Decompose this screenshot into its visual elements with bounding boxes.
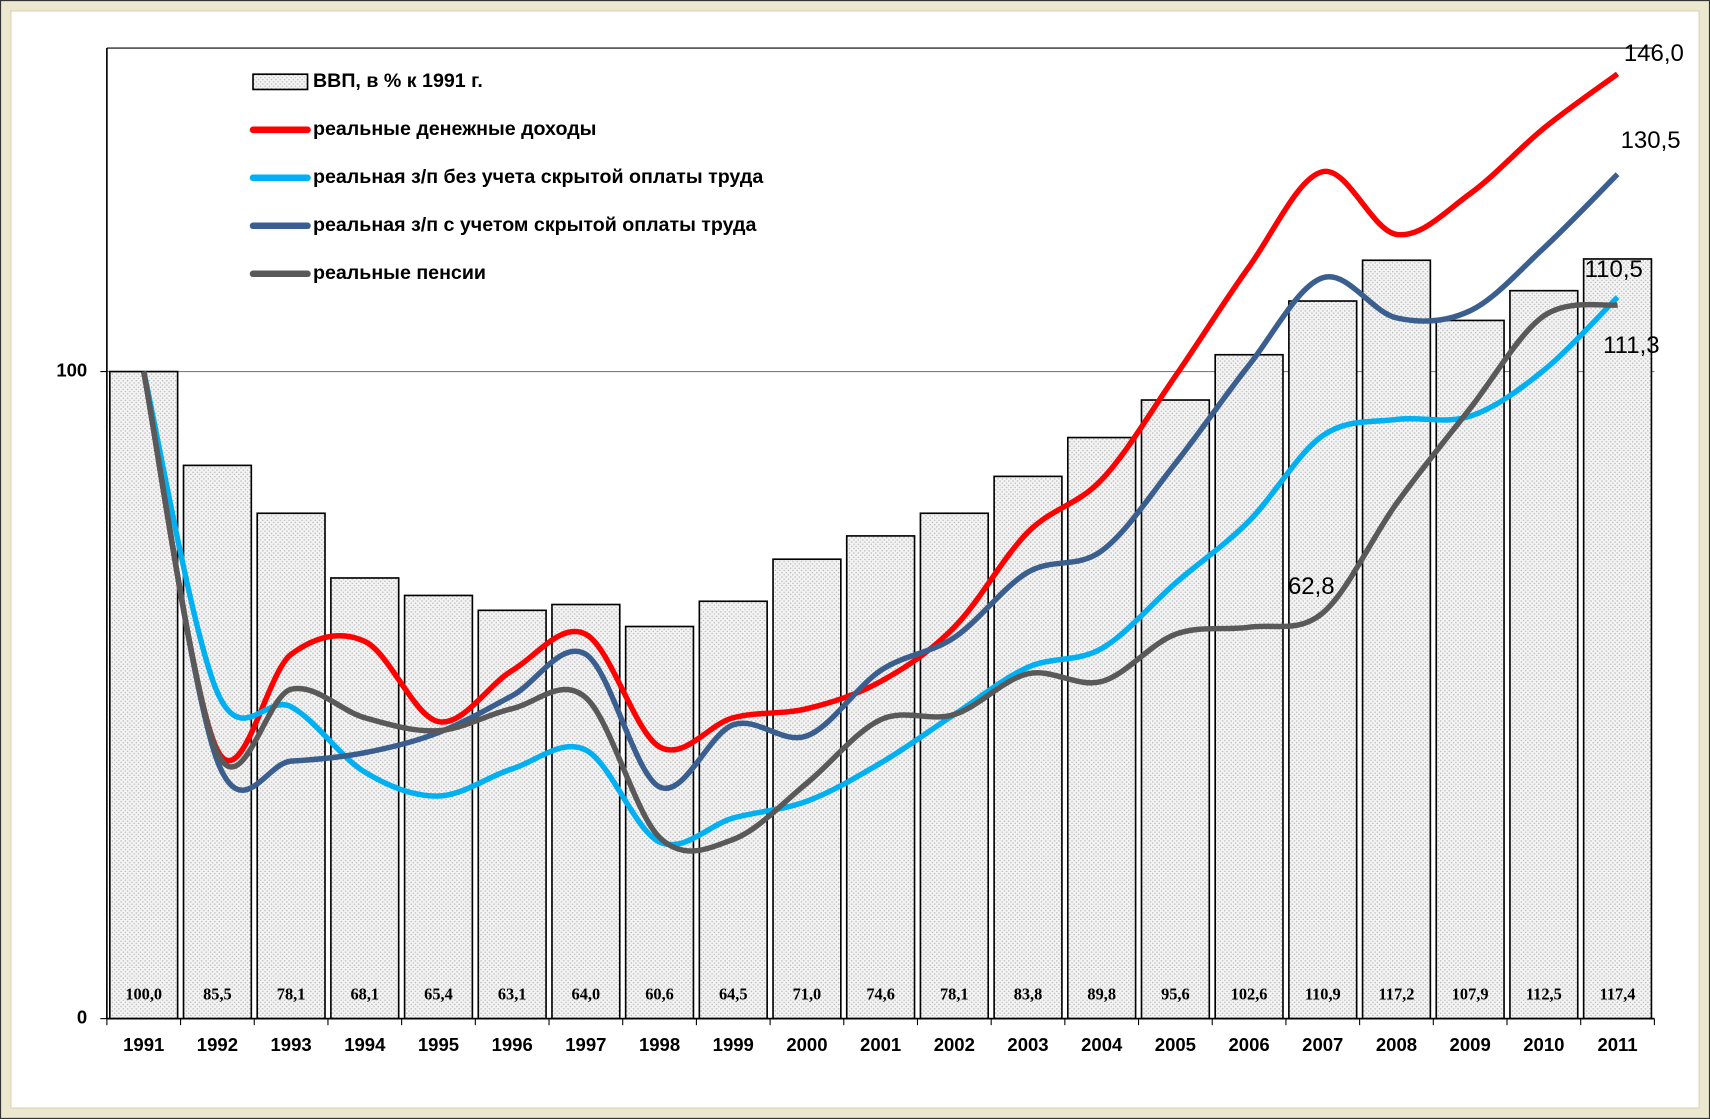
bar [1214, 353, 1284, 1020]
x-tick-label: 1993 [271, 1034, 312, 1055]
bar-value-label: 68,1 [350, 984, 379, 1003]
bar [182, 464, 253, 1020]
x-tick-label: 1998 [639, 1034, 680, 1055]
bar-value-label: 95,6 [1161, 984, 1190, 1003]
x-tick-label: 1991 [123, 1034, 164, 1055]
x-tick-label: 2002 [934, 1034, 975, 1055]
bar [1509, 289, 1579, 1020]
bar [919, 512, 990, 1020]
x-tick-label: 1997 [565, 1034, 606, 1055]
bar-value-label: 117,2 [1379, 984, 1415, 1003]
bar [330, 577, 400, 1020]
bar [403, 594, 474, 1020]
x-tick-label: 2006 [1228, 1034, 1269, 1055]
x-tick-label: 2000 [786, 1034, 827, 1055]
annotation: 110,5 [1585, 256, 1643, 283]
bar-value-label: 83,8 [1014, 984, 1043, 1003]
line [141, 295, 1620, 848]
bar-value-label: 64,0 [572, 984, 601, 1003]
bar-value-label: 71,0 [793, 984, 822, 1003]
x-tick-label: 1992 [197, 1034, 238, 1055]
bar [109, 370, 179, 1020]
bar [1582, 258, 1653, 1020]
x-tick-label: 2008 [1376, 1034, 1417, 1055]
x-tick-label: 1999 [713, 1034, 754, 1055]
y-tick-label: 0 [77, 1007, 87, 1028]
legend-label: реальные пенсии [313, 262, 486, 284]
bar [1288, 300, 1358, 1020]
legend-swatch [252, 73, 309, 91]
annotation: 62,8 [1288, 573, 1335, 600]
bar [1361, 259, 1432, 1020]
bar [1435, 319, 1505, 1020]
bar [1140, 399, 1211, 1020]
x-tick-label: 2004 [1081, 1034, 1123, 1055]
x-tick-label: 2007 [1302, 1034, 1343, 1055]
legend-label: ВВП, в % к 1991 г. [313, 70, 483, 92]
x-tick-label: 2011 [1597, 1034, 1637, 1055]
bar-value-label: 60,6 [645, 984, 674, 1003]
bar [551, 603, 621, 1020]
x-tick-label: 1996 [492, 1034, 533, 1055]
annotation: 130,5 [1621, 127, 1681, 154]
x-tick-label: 2005 [1155, 1034, 1196, 1055]
x-tick-label: 2010 [1523, 1034, 1564, 1055]
line [141, 172, 1620, 793]
bar-value-label: 110,9 [1305, 984, 1341, 1003]
bar [624, 625, 695, 1020]
bar-value-label: 117,4 [1600, 984, 1636, 1003]
bar-value-label: 85,5 [203, 984, 232, 1003]
x-tick-label: 2001 [860, 1034, 901, 1055]
bar-value-label: 78,1 [940, 984, 969, 1003]
legend-label: реальные денежные доходы [313, 118, 596, 140]
bar-value-label: 63,1 [498, 984, 527, 1003]
annotation: 146,0 [1624, 40, 1684, 67]
legend-label: реальная з/п с учетом скрытой оплаты тру… [313, 214, 758, 236]
bar-value-label: 89,8 [1087, 984, 1116, 1003]
x-tick-label: 1995 [418, 1034, 459, 1055]
y-tick-label: 100 [56, 359, 87, 380]
legend-label: реальная з/п без учета скрытой оплаты тр… [313, 166, 764, 188]
bar-value-label: 64,5 [719, 984, 748, 1003]
bar-value-label: 107,9 [1452, 984, 1489, 1003]
bar [698, 600, 768, 1020]
x-tick-label: 2009 [1450, 1034, 1491, 1055]
bar-value-label: 78,1 [277, 984, 306, 1003]
bar-value-label: 102,6 [1231, 984, 1268, 1003]
line [141, 301, 1618, 854]
bar-value-label: 112,5 [1526, 984, 1562, 1003]
x-tick-label: 1994 [344, 1034, 386, 1055]
annotation: 111,3 [1603, 332, 1659, 359]
bar-value-label: 100,0 [125, 984, 162, 1003]
bar-value-label: 74,6 [866, 984, 895, 1003]
x-tick-label: 2003 [1007, 1034, 1048, 1055]
bar [256, 512, 326, 1020]
bar-value-label: 65,4 [424, 984, 453, 1003]
bar [1066, 436, 1137, 1020]
